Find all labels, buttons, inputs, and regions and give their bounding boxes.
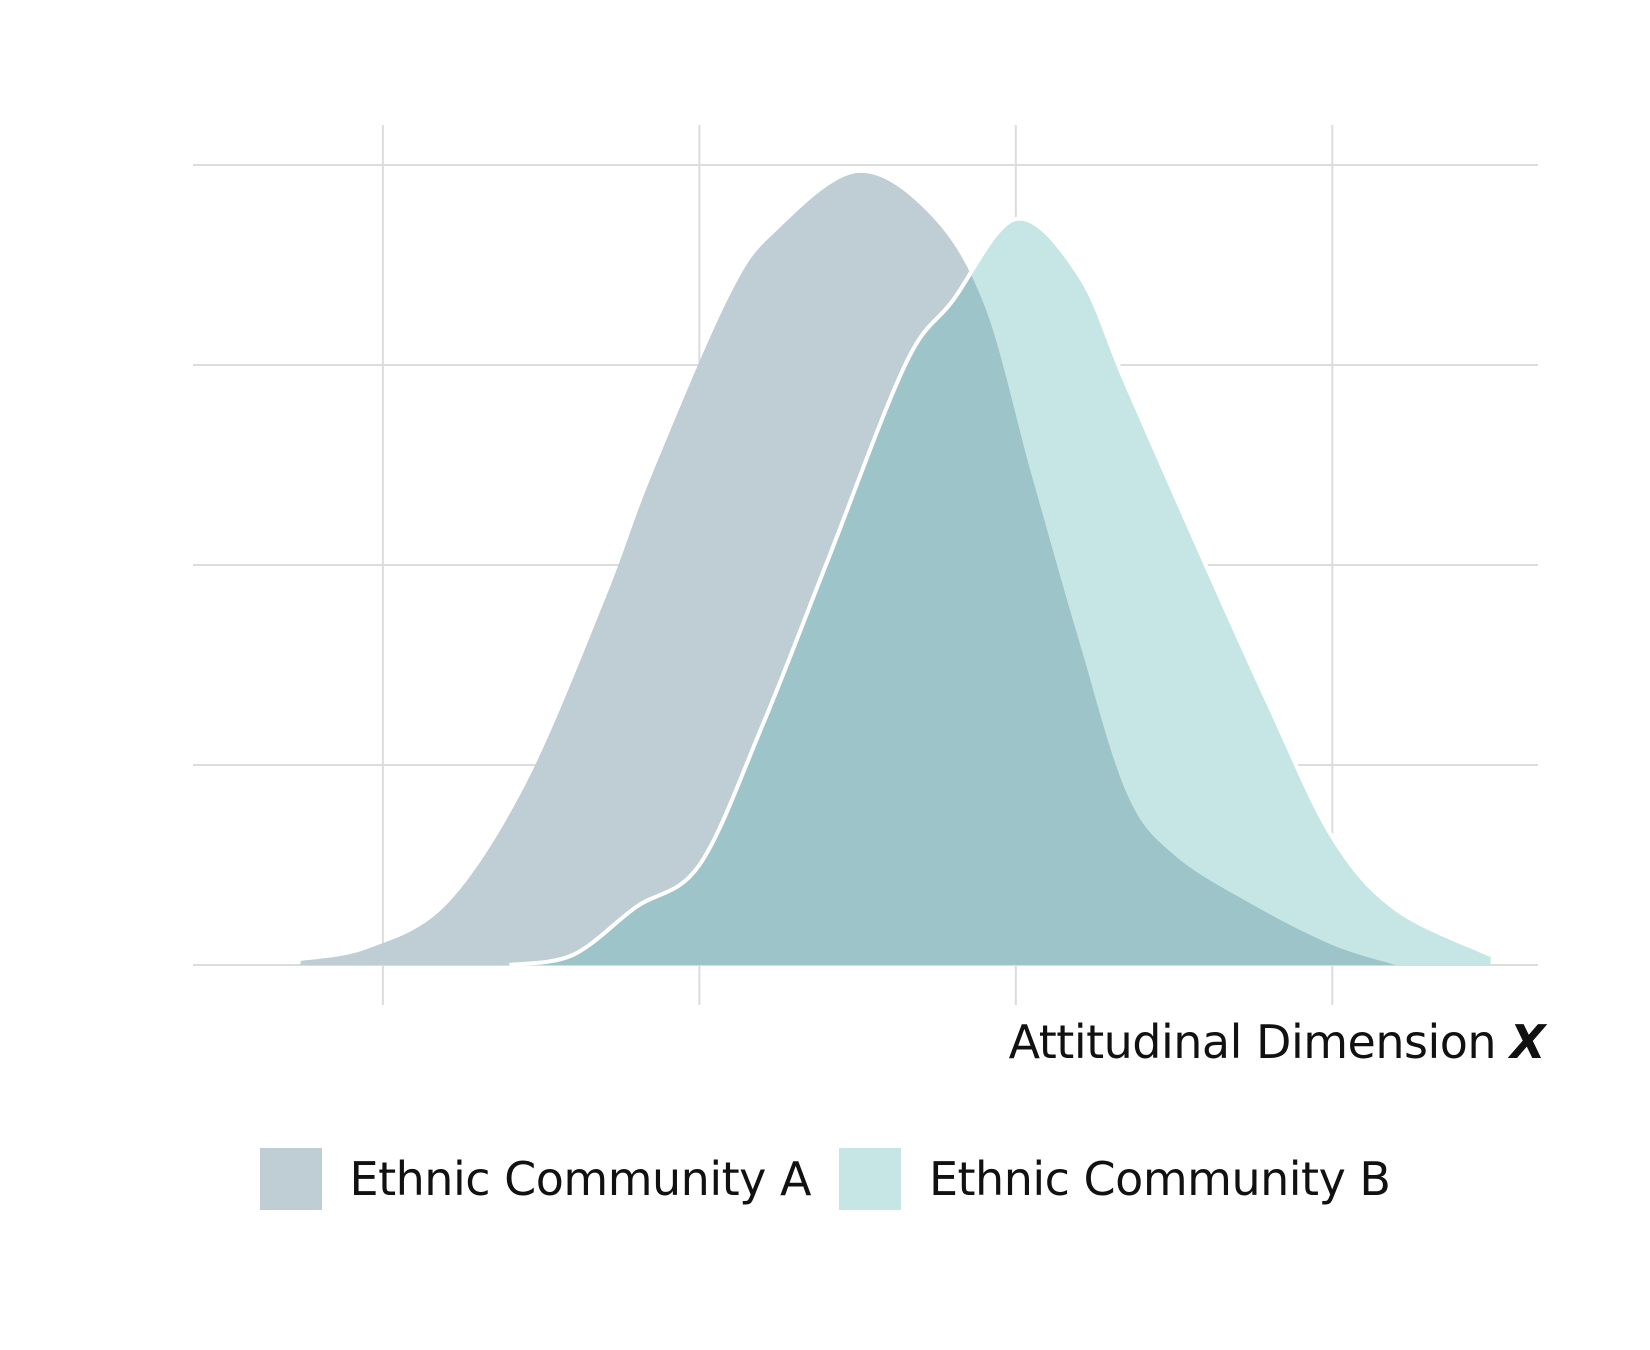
outline-ethnic-community-b — [509, 216, 1492, 967]
legend-item-a: Ethnic Community A — [259, 1148, 812, 1210]
legend-item-b: Ethnic Community B — [838, 1148, 1391, 1210]
legend-label-a: Ethnic Community A — [349, 1152, 812, 1206]
grid — [193, 125, 1538, 1005]
x-axis-label: Attitudinal Dimension — [1008, 1015, 1497, 1069]
legend-label-b: Ethnic Community B — [928, 1152, 1391, 1206]
x-axis-variable: X — [1510, 1015, 1545, 1069]
legend-swatch-a — [259, 1148, 322, 1210]
legend: Ethnic Community A Ethnic Community B — [0, 1148, 1650, 1210]
x-axis-title: Attitudinal Dimension X — [1000, 1015, 1546, 1069]
legend-swatch-b — [838, 1148, 901, 1210]
